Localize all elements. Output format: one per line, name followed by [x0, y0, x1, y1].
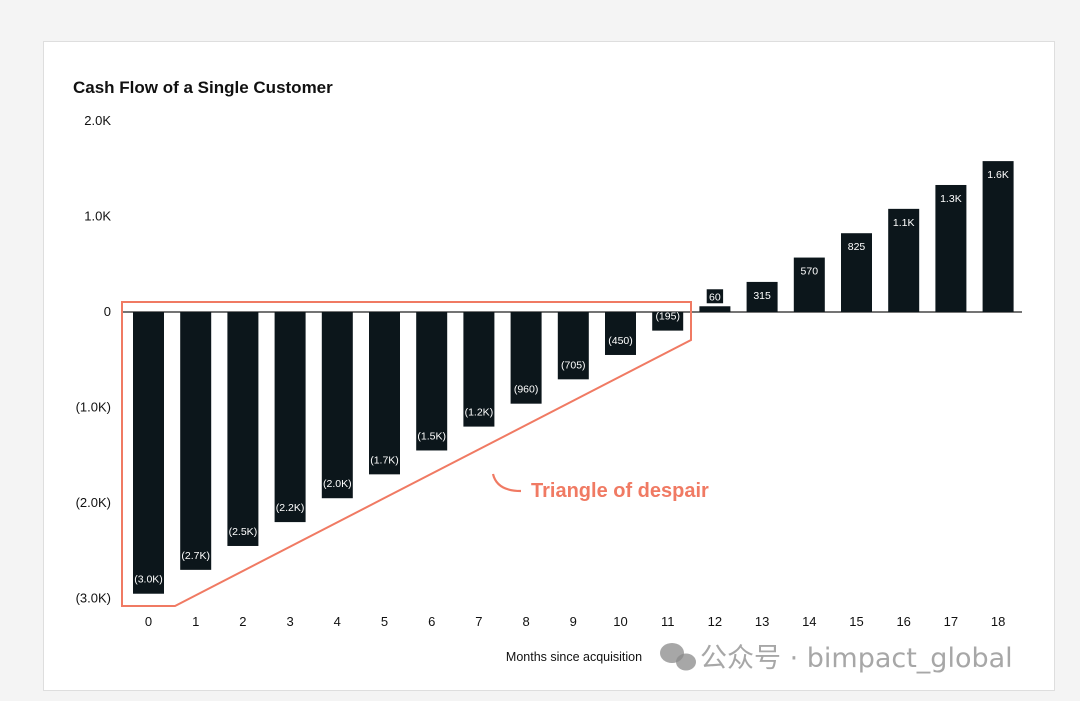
data-label: (195) — [655, 311, 680, 323]
bar — [746, 281, 778, 312]
data-label: (2.5K) — [229, 526, 258, 538]
data-label: 1.6K — [987, 169, 1009, 181]
data-label: (2.0K) — [323, 478, 352, 490]
bar — [369, 312, 400, 475]
y-tick-label: 1.0K — [84, 209, 111, 224]
x-tick-label: 12 — [708, 614, 722, 629]
data-label: (960) — [514, 384, 539, 396]
wechat-icon — [660, 643, 696, 671]
bar — [888, 208, 920, 312]
bar — [699, 306, 731, 312]
bar — [227, 312, 259, 546]
bar — [605, 312, 636, 355]
bar — [510, 312, 542, 404]
bar — [416, 312, 448, 451]
data-label: 825 — [848, 241, 866, 253]
y-axis: 2.0K 1.0K 0 (1.0K) (2.0K) (3.0K) — [76, 113, 112, 606]
x-tick-label: 2 — [239, 614, 246, 629]
bar — [652, 312, 684, 331]
data-label-bg — [706, 289, 724, 304]
watermark: 公众号 · bimpact_global — [660, 643, 1013, 674]
x-tick-label: 16 — [896, 614, 910, 629]
bar — [793, 257, 825, 312]
x-tick-label: 18 — [991, 614, 1005, 629]
x-tick-label: 13 — [755, 614, 769, 629]
x-tick-label: 14 — [802, 614, 816, 629]
x-tick-label: 9 — [570, 614, 577, 629]
bar — [935, 184, 967, 312]
annotation-bracket — [491, 473, 522, 493]
data-label: (2.7K) — [181, 550, 210, 562]
data-label: (1.2K) — [465, 407, 494, 419]
x-tick-label: 0 — [145, 614, 152, 629]
data-label: (3.0K) — [134, 574, 163, 586]
bar — [133, 312, 164, 594]
x-tick-label: 1 — [192, 614, 199, 629]
data-label: 1.1K — [893, 217, 915, 229]
y-tick-label: 2.0K — [84, 113, 111, 128]
x-tick-label: 8 — [522, 614, 529, 629]
data-label: (705) — [561, 359, 586, 371]
y-tick-label: (3.0K) — [76, 591, 111, 606]
bar — [982, 161, 1014, 312]
data-label: (1.5K) — [417, 430, 446, 442]
data-label: (1.7K) — [370, 454, 399, 466]
x-tick-label: 11 — [661, 614, 675, 629]
bar — [463, 312, 495, 427]
x-tick-label: 4 — [334, 614, 341, 629]
x-tick-label: 15 — [849, 614, 863, 629]
bars-group: (3.0K) (2.7K) (2.5K) (2.2K) (2.0K) (1.7K) (1.5… — [133, 161, 1014, 594]
bar — [180, 312, 212, 570]
x-axis: 0 1 2 3 4 5 6 7 8 9 10 11 12 13 14 15 16 17 18 — [145, 614, 1005, 629]
data-label: 315 — [753, 290, 771, 302]
data-label: 570 — [801, 266, 819, 278]
data-label: (450) — [608, 335, 633, 347]
bar — [557, 312, 589, 380]
watermark-text: 公众号 · bimpact_global — [700, 643, 1013, 674]
x-tick-label: 10 — [613, 614, 627, 629]
bar — [274, 312, 306, 523]
y-tick-label: 0 — [104, 304, 111, 319]
y-tick-label: (1.0K) — [76, 400, 111, 415]
chart-card — [43, 41, 1055, 691]
y-tick-label: (2.0K) — [76, 495, 111, 510]
x-tick-label: 3 — [286, 614, 293, 629]
chart-title: Cash Flow of a Single Customer — [73, 78, 333, 97]
data-label: 1.3K — [940, 193, 962, 205]
bar — [321, 312, 353, 499]
triangle-annotation-outline — [121, 301, 692, 607]
x-tick-label: 6 — [428, 614, 435, 629]
data-label: (2.2K) — [276, 502, 305, 514]
data-label: 60 — [709, 291, 721, 303]
x-axis-label: Months since acquisition — [506, 650, 642, 664]
bar — [841, 233, 872, 312]
x-tick-label: 7 — [475, 614, 482, 629]
x-tick-label: 17 — [944, 614, 958, 629]
triangle-annotation-label: Triangle of despair — [531, 480, 709, 502]
x-tick-label: 5 — [381, 614, 388, 629]
